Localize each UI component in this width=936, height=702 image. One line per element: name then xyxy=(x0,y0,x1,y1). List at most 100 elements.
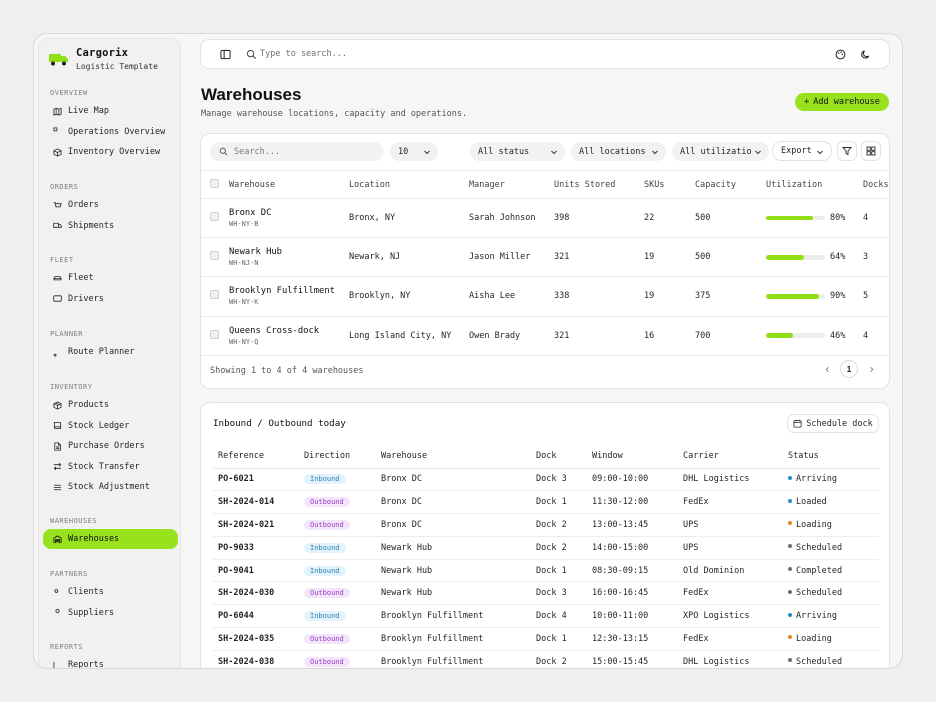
sidebar-item-warehouses[interactable]: Warehouses xyxy=(43,529,178,549)
car-icon xyxy=(53,275,62,280)
sidebar-toggle-icon[interactable] xyxy=(220,49,231,60)
table-row[interactable]: Bronx DC WH-NY-B Bronx, NY Sarah Johnson… xyxy=(201,198,889,239)
sidebar-item-suppliers[interactable]: Suppliers xyxy=(43,603,178,623)
table-row[interactable]: SH-2024-030 Outbound Newark Hub Dock 3 1… xyxy=(213,581,879,606)
utilization-bar-fill xyxy=(766,294,820,299)
palette-icon[interactable] xyxy=(835,49,846,60)
row-checkbox[interactable] xyxy=(210,329,219,339)
sidebar-item-stock-transfer[interactable]: Stock Transfer xyxy=(43,457,178,477)
dock-count: 4 xyxy=(863,316,889,356)
box-icon xyxy=(53,147,62,157)
reference[interactable]: PO-9041 xyxy=(213,559,304,583)
warehouse-location: Bronx, NY xyxy=(349,198,469,239)
sidebar-item-inventory-overview[interactable]: Inventory Overview xyxy=(43,142,178,162)
inbound-outbound-title: Inbound / Outbound today xyxy=(213,418,346,429)
reference[interactable]: PO-6044 xyxy=(213,604,304,629)
table-row[interactable]: PO-6021 Inbound Bronx DC Dock 3 09:00-10… xyxy=(213,468,879,492)
location-filter-value: All locations xyxy=(579,146,646,157)
theme-toggle-icon[interactable] xyxy=(860,49,871,60)
table-row[interactable]: PO-9033 Inbound Newark Hub Dock 2 14:00-… xyxy=(213,536,879,560)
sidebar-item-operations-overview[interactable]: Operations Overview xyxy=(43,122,178,142)
status-label: Loading xyxy=(796,519,832,530)
warehouse-name[interactable]: Brooklyn Fulfillment xyxy=(229,286,335,297)
warehouse: Newark Hub xyxy=(381,536,536,560)
column-header[interactable]: Docks xyxy=(863,170,889,199)
sidebar-item-orders[interactable]: Orders xyxy=(43,195,178,215)
warehouse: Newark Hub xyxy=(381,581,536,606)
reference[interactable]: SH-2024-014 xyxy=(213,490,304,515)
sidebar-item-drivers[interactable]: Drivers xyxy=(43,289,178,309)
sidebar-item-purchase-orders[interactable]: Purchase Orders xyxy=(43,436,178,456)
reference[interactable]: SH-2024-038 xyxy=(213,650,304,668)
sidebar-item-products[interactable]: Products xyxy=(43,395,178,415)
warehouse-name[interactable]: Newark Hub xyxy=(229,247,282,258)
table-row[interactable]: Brooklyn Fulfillment WH-NY-K Brooklyn, N… xyxy=(201,276,889,317)
chart-icon xyxy=(53,661,55,668)
reference[interactable]: SH-2024-021 xyxy=(213,513,304,537)
reference[interactable]: PO-9033 xyxy=(213,536,304,560)
column-header[interactable]: Capacity xyxy=(695,170,766,199)
row-checkbox[interactable] xyxy=(210,290,219,300)
sidebar-item-shipments[interactable]: Shipments xyxy=(43,216,178,236)
warehouse-code: WH-NY-B xyxy=(229,220,259,229)
sidebar-item-live-map[interactable]: Live Map xyxy=(43,101,178,121)
utilization: 90% xyxy=(766,291,863,301)
carrier: DHL Logistics xyxy=(683,650,788,668)
table-row[interactable]: Newark Hub WH-NJ-N Newark, NJ Jason Mill… xyxy=(201,237,889,278)
column-header[interactable]: Manager xyxy=(469,170,554,199)
column-header[interactable]: Utilization xyxy=(766,170,863,199)
table-row[interactable]: SH-2024-021 Outbound Bronx DC Dock 2 13:… xyxy=(213,513,879,537)
carrier: XPO Logistics xyxy=(683,604,788,629)
export-button[interactable]: Export xyxy=(772,141,832,161)
status-filter-select[interactable]: All status xyxy=(470,142,565,161)
columns-button[interactable] xyxy=(861,141,881,161)
utilization-percent: 46% xyxy=(830,330,846,341)
schedule-dock-button[interactable]: Schedule dock xyxy=(787,414,879,433)
add-warehouse-button[interactable]: + Add warehouse xyxy=(795,93,889,111)
carrier: Old Dominion xyxy=(683,559,788,583)
reference[interactable]: SH-2024-035 xyxy=(213,627,304,651)
sidebar-item-clients[interactable]: Clients xyxy=(43,582,178,602)
table-row[interactable]: SH-2024-035 Outbound Brooklyn Fulfillmen… xyxy=(213,627,879,651)
table-row[interactable]: SH-2024-014 Outbound Bronx DC Dock 1 11:… xyxy=(213,490,879,515)
table-search-placeholder: Search... xyxy=(234,146,281,157)
sidebar-item-route-planner[interactable]: Route Planner xyxy=(43,342,178,362)
sidebar-item-label: Products xyxy=(68,400,109,410)
utilization-percent: 64% xyxy=(830,252,846,263)
location-filter-select[interactable]: All locations xyxy=(571,142,666,161)
warehouse-name[interactable]: Bronx DC xyxy=(229,208,272,219)
table-row[interactable]: SH-2024-038 Outbound Brooklyn Fulfillmen… xyxy=(213,650,879,668)
reference[interactable]: PO-6021 xyxy=(213,468,304,492)
cart-icon xyxy=(53,201,62,207)
sidebar-item-stock-ledger[interactable]: Stock Ledger xyxy=(43,416,178,436)
global-search-input[interactable]: Type to search... xyxy=(260,49,347,59)
sidebar-item-stock-adjustment[interactable]: Stock Adjustment xyxy=(43,477,178,497)
dock: Dock 3 xyxy=(536,581,592,606)
row-checkbox[interactable] xyxy=(210,251,219,261)
column-header[interactable]: Warehouse xyxy=(229,170,349,199)
table-search-input[interactable]: Search... xyxy=(210,142,383,161)
sidebar-item-reports[interactable]: Reports xyxy=(43,655,178,668)
table-row[interactable]: PO-9041 Inbound Newark Hub Dock 1 08:30-… xyxy=(213,559,879,583)
sidebar-item-label: Drivers xyxy=(68,293,104,304)
table-row[interactable]: Queens Cross-dock WH-NY-Q Long Island Ci… xyxy=(201,316,889,356)
nav-section-title: REPORTS xyxy=(50,643,84,651)
column-header[interactable]: Units Stored xyxy=(554,170,644,199)
page-button[interactable]: 1 xyxy=(840,360,858,378)
page-size-select[interactable]: 10 xyxy=(390,142,438,161)
warehouse-icon xyxy=(53,534,62,543)
utilization-filter-select[interactable]: All utilization xyxy=(672,142,769,161)
sidebar-item-fleet[interactable]: Fleet xyxy=(43,268,178,288)
table-row[interactable]: PO-6044 Inbound Brooklyn Fulfillment Doc… xyxy=(213,604,879,629)
row-checkbox[interactable] xyxy=(210,212,219,222)
users-icon xyxy=(54,588,59,593)
reference[interactable]: SH-2024-030 xyxy=(213,581,304,606)
next-page-button[interactable] xyxy=(862,360,880,378)
filter-button[interactable] xyxy=(837,141,857,161)
sidebar-item-label: Clients xyxy=(68,587,104,597)
column-header[interactable]: Location xyxy=(349,170,469,199)
column-header[interactable]: SKUs xyxy=(644,170,695,199)
warehouse-name[interactable]: Queens Cross-dock xyxy=(229,325,320,336)
select-all-checkbox[interactable] xyxy=(210,178,219,188)
prev-page-button[interactable] xyxy=(818,360,836,378)
